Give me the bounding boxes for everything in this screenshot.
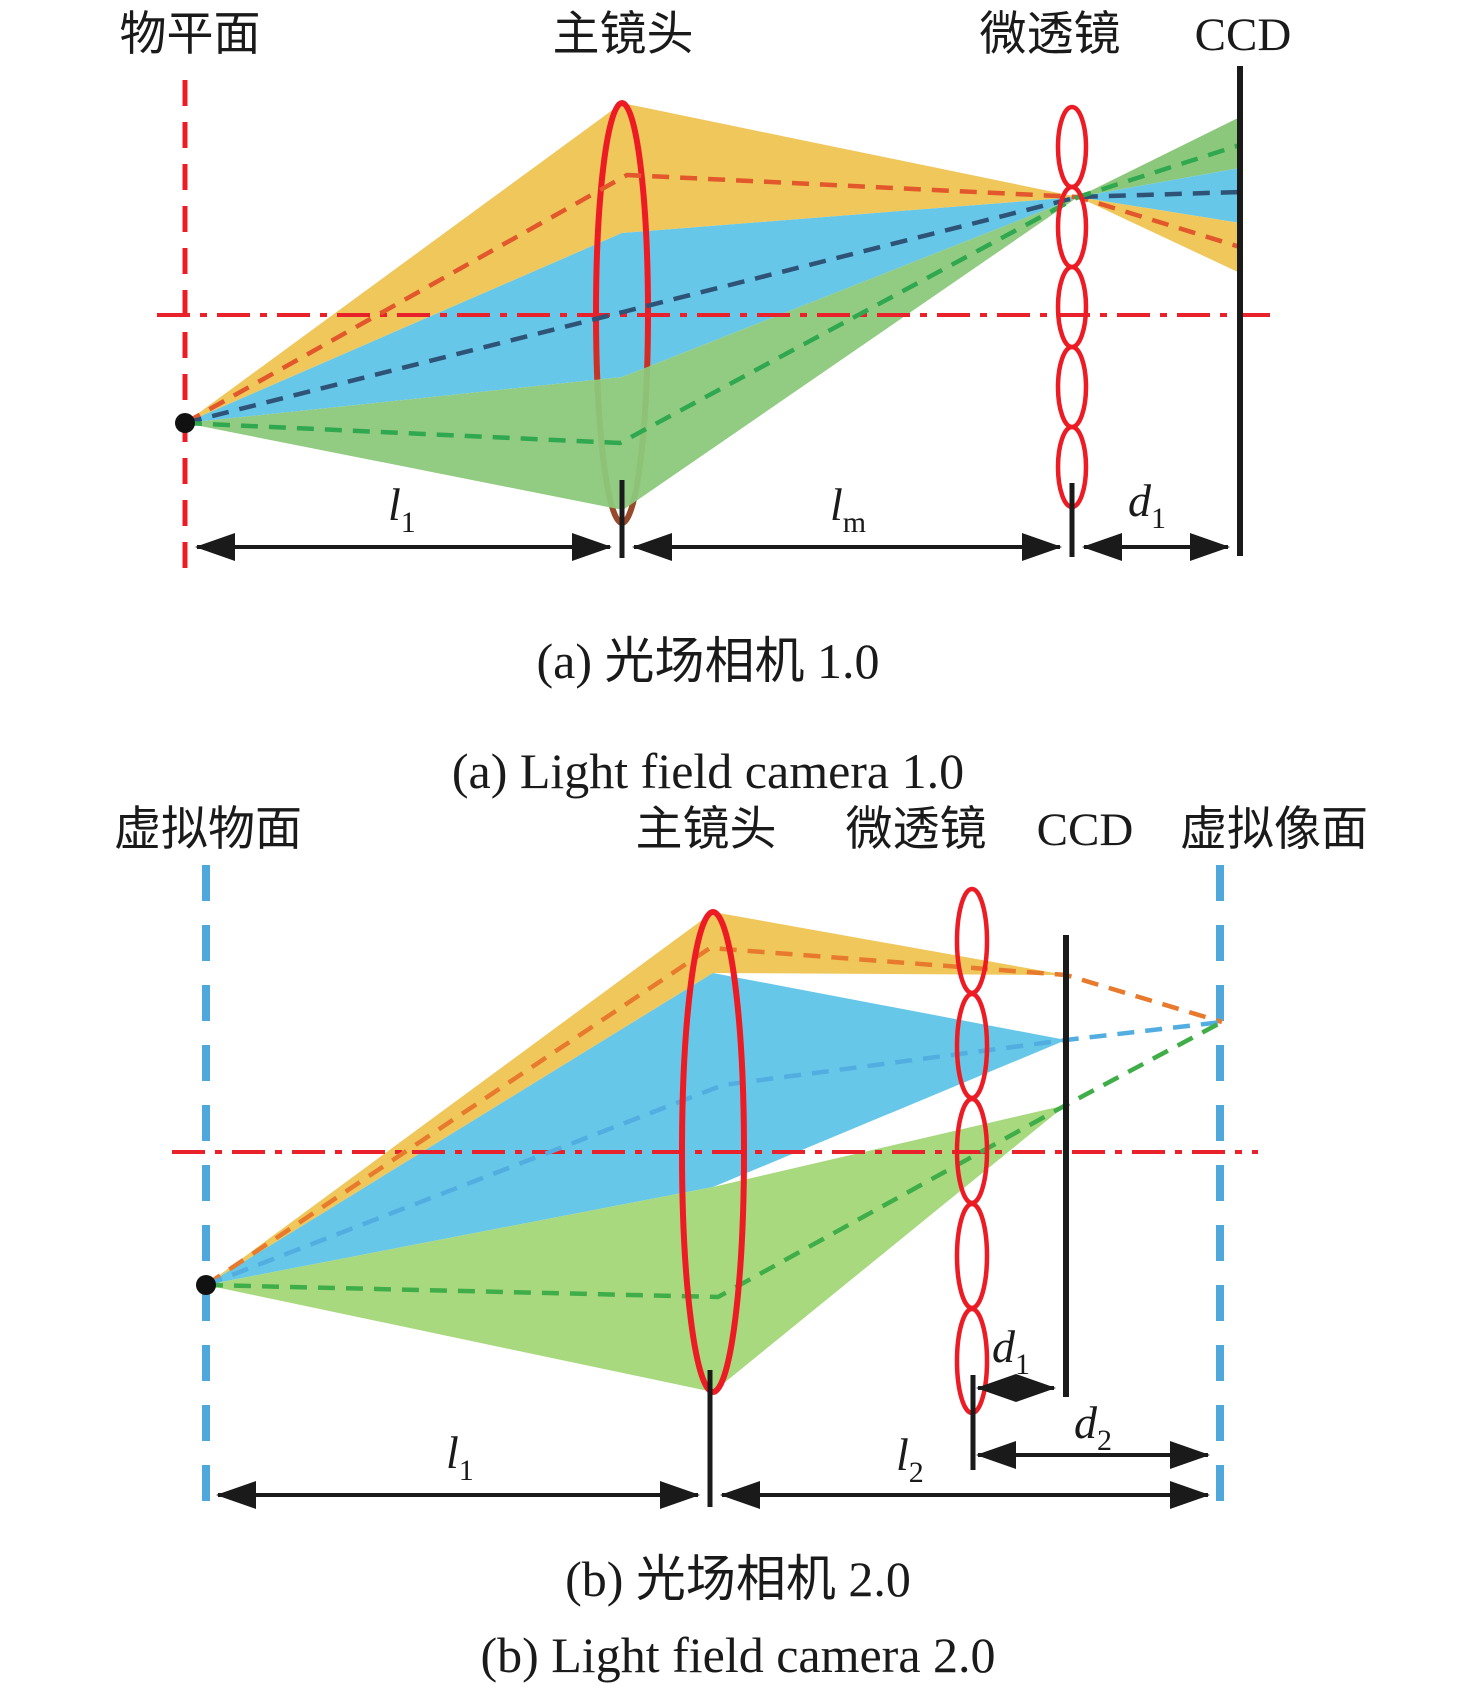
b-dim-l2-label: l2 (896, 1429, 924, 1489)
a-green-beam-focus-to-ccd (1078, 117, 1240, 197)
b-label-virtual-object-plane: 虚拟物面 (114, 804, 302, 856)
a-caption-chinese: (a) 光场相机 1.0 (537, 633, 880, 689)
b-label-main-lens: 主镜头 (636, 804, 777, 856)
b-object-point (196, 1275, 216, 1295)
b-caption-english: (b) Light field camera 2.0 (480, 1627, 995, 1683)
b-blue-beam (206, 973, 1066, 1285)
b-dim-d2-label: d2 (1074, 1397, 1112, 1457)
a-label-object-plane: 物平面 (120, 9, 261, 61)
a-dim-d1-label: d1 (1128, 475, 1166, 535)
a-caption-english: (a) Light field camera 1.0 (452, 743, 964, 799)
b-microlens-1 (954, 886, 990, 996)
a-green-chief-ray (184, 142, 1241, 446)
b-label-virtual-image-plane: 虚拟像面 (1180, 804, 1368, 856)
a-green-beam-object-to-focus (185, 197, 1078, 510)
a-blue-beam-focus-to-ccd (1078, 168, 1240, 223)
a-dim-lm-label: lm (830, 479, 866, 539)
b-green-chief-ray (205, 1020, 1224, 1300)
figure-b-camera-2-0: d1 d2 l1 l2 虚拟物面 主镜头 微透镜 CCD 虚拟像面 (b) 光场… (114, 804, 1368, 1683)
a-microlens-3 (1055, 264, 1089, 350)
b-label-ccd: CCD (1037, 804, 1134, 856)
a-microlens-4 (1055, 344, 1089, 430)
a-dim-l1-label: l1 (388, 479, 416, 539)
a-yellow-beam-object-to-focus (185, 103, 1078, 423)
a-dark-blue-chief-ray (184, 189, 1241, 426)
a-label-ccd: CCD (1195, 9, 1292, 61)
b-main-lens-ellipse (679, 909, 747, 1395)
b-caption-chinese: (b) 光场相机 2.0 (565, 1551, 911, 1607)
a-object-point (175, 413, 195, 433)
b-yellow-beam (206, 912, 1066, 1285)
a-microlens-1 (1055, 104, 1089, 190)
b-microlens-array (954, 886, 990, 1416)
a-label-microlens: 微透镜 (980, 9, 1121, 61)
b-microlens-4 (954, 1201, 990, 1311)
b-green-beam (206, 1105, 1066, 1392)
b-orange-chief-ray (204, 945, 1223, 1287)
figure-a-camera-1-0: l1 lm d1 物平面 主镜头 微透镜 CCD (a) 光场相机 1.0 (a… (120, 9, 1292, 799)
a-yellow-beam-focus-to-ccd (1078, 197, 1240, 273)
a-microlens-array (1055, 104, 1089, 510)
b-dim-l1-label: l1 (446, 1427, 474, 1487)
a-orange-chief-ray (183, 172, 1241, 425)
a-label-main-lens: 主镜头 (553, 9, 694, 61)
b-dimension-arrows (216, 1374, 1210, 1509)
b-label-microlens: 微透镜 (846, 804, 987, 856)
b-dim-d1-label: d1 (992, 1321, 1030, 1381)
